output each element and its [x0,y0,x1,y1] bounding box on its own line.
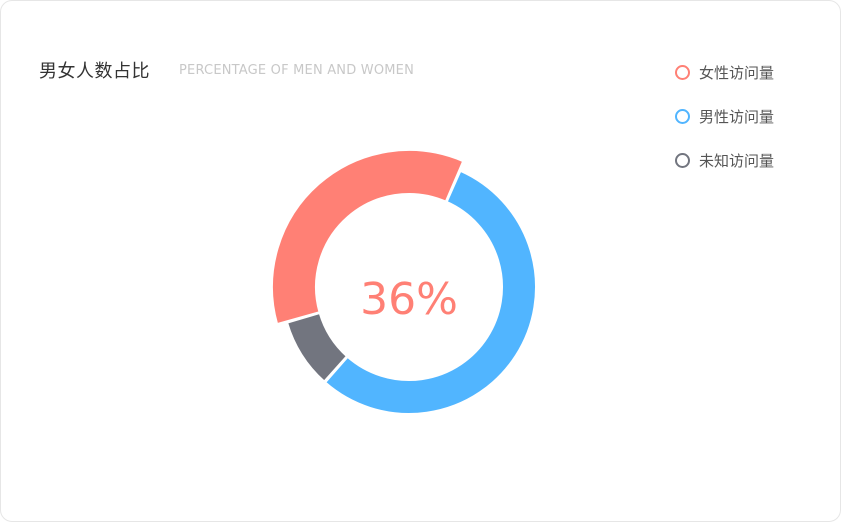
legend-label-female: 女性访问量 [699,63,775,82]
legend-marker-unknown-icon [675,152,690,168]
chart-title: 男女人数占比 [39,61,150,82]
legend-label-male: 男性访问量 [699,107,775,126]
legend-label-unknown: 未知访问量 [699,151,775,170]
legend: 女性访问量 男性访问量 未知访问量 [675,61,774,193]
legend-marker-female-icon [675,64,690,80]
center-percent-label: 36% [360,274,458,325]
donut-slice-1[interactable] [323,169,537,415]
legend-item-male[interactable]: 男性访问量 [675,105,774,127]
legend-item-unknown[interactable]: 未知访问量 [675,149,774,171]
donut-slice-2[interactable] [285,311,349,383]
legend-marker-male-icon [675,108,690,124]
chart-subtitle: PERCENTAGE OF MEN AND WOMEN [179,63,415,78]
legend-item-female[interactable]: 女性访问量 [675,61,774,83]
donut-slice-0[interactable] [271,149,465,326]
